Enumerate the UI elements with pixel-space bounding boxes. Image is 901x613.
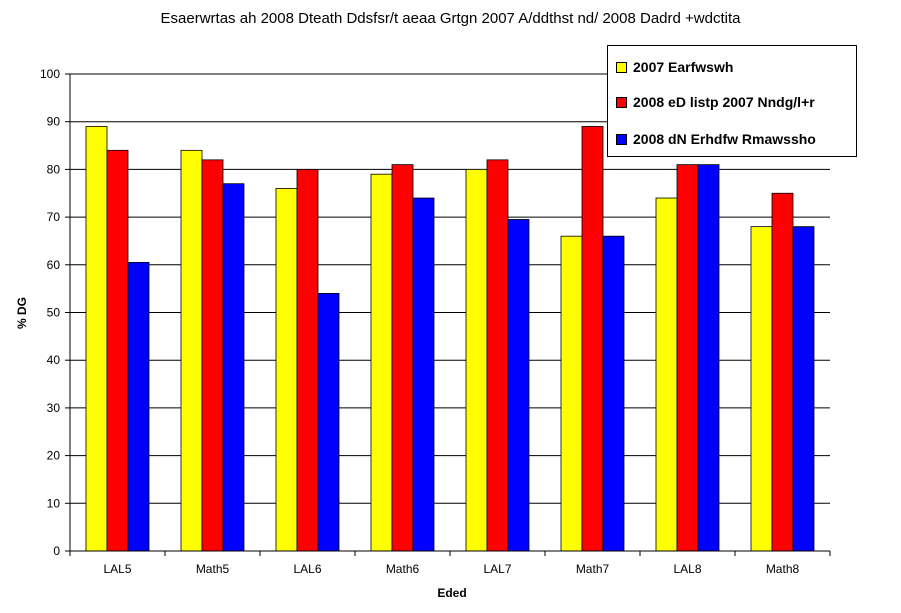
bars	[85, 126, 815, 552]
x-tick-label: LAL5	[103, 562, 131, 576]
x-tick-label: LAL6	[293, 562, 321, 576]
y-axis-label: % DG	[15, 297, 29, 329]
legend-item: 2008 eD listp 2007 Nndg/l+r	[616, 93, 815, 111]
bar	[602, 235, 625, 552]
bar	[180, 149, 203, 552]
legend-swatch	[616, 96, 627, 108]
bar	[771, 192, 794, 552]
bar	[560, 235, 583, 552]
x-tick-label: Math7	[576, 562, 610, 576]
legend: 2007 Earfwswh 2008 eD listp 2007 Nndg/l+…	[607, 45, 857, 157]
bar	[317, 293, 340, 552]
y-tick-label: 0	[53, 544, 60, 558]
bar	[750, 226, 773, 552]
bar	[792, 226, 815, 552]
axes	[65, 73, 831, 556]
y-tick-label: 90	[47, 115, 61, 129]
bar	[581, 126, 604, 552]
y-tick-label: 70	[47, 210, 61, 224]
x-tick-label: LAL8	[673, 562, 701, 576]
bar	[127, 262, 150, 552]
y-tick-label: 50	[47, 306, 61, 320]
bar	[106, 149, 129, 552]
legend-swatch	[616, 133, 627, 145]
y-tick-label: 10	[47, 496, 61, 510]
tick-labels: 0 10 20 30 40 50 60 70 80 90 100 LAL5 Math5 LAL6 Math6…	[40, 67, 800, 576]
y-tick-label: 80	[47, 162, 61, 176]
y-tick-label: 30	[47, 401, 61, 415]
bar	[275, 188, 298, 552]
x-axis-label: Eded	[437, 586, 466, 600]
bar	[222, 183, 245, 552]
legend-item: 2007 Earfwswh	[616, 58, 733, 76]
chart-title: Esaerwrtas ah 2008 Dteath Ddsfsr/t aeaa …	[160, 10, 741, 27]
x-tick-label: Math5	[196, 562, 230, 576]
y-tick-label: 20	[47, 449, 61, 463]
x-tick-label: Math8	[766, 562, 800, 576]
bar	[676, 164, 699, 552]
x-tick-label: LAL7	[483, 562, 511, 576]
y-tick-label: 40	[47, 353, 61, 367]
bar	[391, 164, 414, 552]
y-tick-label: 100	[40, 67, 60, 81]
bar	[655, 197, 678, 552]
legend-label: 2007 Earfwswh	[633, 59, 734, 75]
legend-label: 2008 eD listp 2007 Nndg/l+r	[633, 94, 815, 110]
bar	[296, 168, 319, 552]
legend-item: 2008 dN Erhdfw Rmawssho	[616, 130, 816, 148]
bar	[697, 164, 720, 552]
y-tick-label: 60	[47, 258, 61, 272]
bar	[85, 126, 108, 552]
bar	[507, 219, 530, 552]
bar	[486, 159, 509, 552]
bar	[370, 173, 393, 552]
bar	[465, 168, 488, 552]
bar	[201, 159, 224, 552]
bar	[412, 197, 435, 552]
legend-swatch	[616, 61, 627, 73]
legend-label: 2008 dN Erhdfw Rmawssho	[633, 131, 816, 147]
x-tick-label: Math6	[386, 562, 420, 576]
